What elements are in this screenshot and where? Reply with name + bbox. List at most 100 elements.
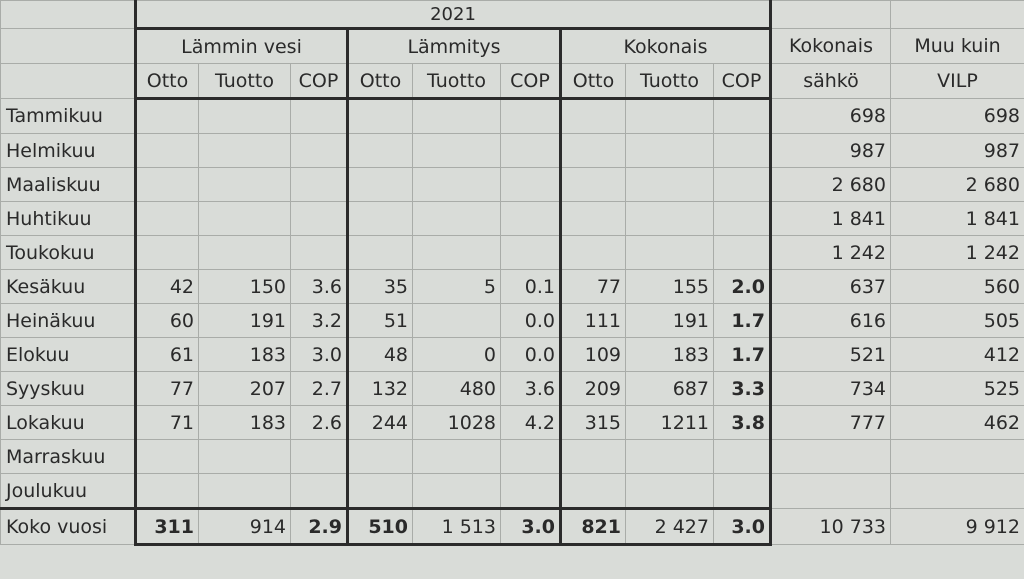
cell-lv-otto[interactable] — [134, 235, 199, 270]
cell-lv-otto[interactable] — [134, 133, 199, 168]
cell-lm-otto[interactable]: 244 — [346, 405, 413, 440]
cell-kokonais-sahko[interactable]: 777 — [770, 405, 891, 440]
cell-lv-otto[interactable] — [134, 98, 199, 134]
cell-kok-tuotto[interactable]: 155 — [625, 269, 714, 304]
cell-kok-otto[interactable] — [559, 167, 626, 202]
subheader-cop[interactable]: COP — [290, 63, 348, 100]
cell-lm-tuotto[interactable] — [412, 201, 501, 236]
cell-lv-otto[interactable] — [134, 201, 199, 236]
cell-lv-cop[interactable] — [290, 235, 348, 270]
cell-kokonais-sahko[interactable]: 734 — [770, 371, 891, 406]
cell-lm-otto[interactable]: 510 — [346, 507, 413, 546]
empty-cell[interactable] — [0, 28, 136, 64]
cell-lm-otto[interactable] — [346, 235, 413, 270]
month-label[interactable]: Marraskuu — [0, 439, 136, 474]
cell-lv-tuotto[interactable] — [198, 98, 291, 134]
cell-lm-tuotto[interactable]: 5 — [412, 269, 501, 304]
cell-kok-tuotto[interactable]: 1211 — [625, 405, 714, 440]
cell-kok-otto[interactable] — [559, 201, 626, 236]
cell-lv-tuotto[interactable] — [198, 133, 291, 168]
cell-lv-cop[interactable]: 2.6 — [290, 405, 348, 440]
cell-kokonais-sahko[interactable] — [770, 473, 891, 509]
cell-lv-tuotto[interactable] — [198, 201, 291, 236]
cell-lm-cop[interactable]: 4.2 — [500, 405, 561, 440]
cell-muu-kuin-vilp[interactable]: 462 — [890, 405, 1024, 440]
cell-lm-otto[interactable]: 51 — [346, 303, 413, 338]
month-label[interactable]: Heinäkuu — [0, 303, 136, 338]
month-label[interactable]: Syyskuu — [0, 371, 136, 406]
cell-lm-otto[interactable]: 132 — [346, 371, 413, 406]
cell-kok-tuotto[interactable] — [625, 201, 714, 236]
month-label[interactable]: Joulukuu — [0, 473, 136, 509]
cell-lv-cop[interactable] — [290, 133, 348, 168]
cell-kokonais-sahko[interactable]: 698 — [770, 98, 891, 134]
cell-kok-cop[interactable] — [713, 98, 772, 134]
cell-lm-otto[interactable]: 35 — [346, 269, 413, 304]
cell-lm-cop[interactable]: 3.0 — [500, 507, 561, 546]
cell-kok-cop[interactable] — [713, 439, 772, 474]
cell-lv-tuotto[interactable] — [198, 235, 291, 270]
cell-muu-kuin-vilp[interactable]: 9 912 — [890, 508, 1024, 545]
cell-lv-tuotto[interactable]: 914 — [198, 507, 291, 546]
cell-lm-cop[interactable]: 3.6 — [500, 371, 561, 406]
cell-kok-cop[interactable]: 3.0 — [713, 507, 772, 546]
cell-kok-tuotto[interactable]: 191 — [625, 303, 714, 338]
month-label[interactable]: Toukokuu — [0, 235, 136, 270]
subheader-otto[interactable]: Otto — [559, 63, 626, 100]
cell-lv-tuotto[interactable] — [198, 167, 291, 202]
cell-lm-cop[interactable] — [500, 167, 561, 202]
cell-kok-cop[interactable]: 3.3 — [713, 371, 772, 406]
cell-kok-tuotto[interactable] — [625, 98, 714, 134]
cell-kokonais-sahko[interactable]: 987 — [770, 133, 891, 168]
empty-cell[interactable] — [0, 63, 136, 99]
cell-kok-otto[interactable]: 111 — [559, 303, 626, 338]
cell-lm-otto[interactable] — [346, 133, 413, 168]
cell-muu-kuin-vilp[interactable]: 525 — [890, 371, 1024, 406]
cell-muu-kuin-vilp[interactable]: 2 680 — [890, 167, 1024, 202]
cell-lv-cop[interactable] — [290, 201, 348, 236]
month-label[interactable]: Tammikuu — [0, 98, 136, 134]
cell-lm-otto[interactable] — [346, 98, 413, 134]
cell-kok-cop[interactable]: 1.7 — [713, 303, 772, 338]
cell-lm-tuotto[interactable] — [412, 473, 501, 509]
cell-kok-otto[interactable]: 821 — [559, 507, 626, 546]
cell-lv-tuotto[interactable]: 150 — [198, 269, 291, 304]
cell-kok-cop[interactable] — [713, 201, 772, 236]
cell-kok-cop[interactable]: 3.8 — [713, 405, 772, 440]
cell-kokonais-sahko[interactable]: 616 — [770, 303, 891, 338]
cell-lm-cop[interactable] — [500, 133, 561, 168]
subheader-tuotto[interactable]: Tuotto — [412, 63, 501, 100]
cell-lm-otto[interactable] — [346, 473, 413, 509]
group-header-lammitys[interactable]: Lämmitys — [346, 27, 561, 64]
cell-lm-cop[interactable]: 0.0 — [500, 303, 561, 338]
group-header-kokonais[interactable]: Kokonais — [559, 27, 772, 64]
cell-lv-otto[interactable] — [134, 167, 199, 202]
cell-kok-tuotto[interactable]: 2 427 — [625, 507, 714, 546]
cell-muu-kuin-vilp[interactable]: 1 841 — [890, 201, 1024, 236]
cell-lm-tuotto[interactable]: 1 513 — [412, 507, 501, 546]
cell-lm-cop[interactable] — [500, 235, 561, 270]
cell-lm-otto[interactable] — [346, 201, 413, 236]
cell-lm-tuotto[interactable] — [412, 133, 501, 168]
cell-muu-kuin-vilp[interactable] — [890, 473, 1024, 509]
cell-kok-cop[interactable] — [713, 167, 772, 202]
header-muu-kuin-vilp-1[interactable]: Muu kuin — [890, 28, 1024, 64]
cell-kok-otto[interactable]: 109 — [559, 337, 626, 372]
cell-kok-tuotto[interactable]: 687 — [625, 371, 714, 406]
year-header[interactable]: 2021 — [134, 0, 772, 29]
cell-lv-cop[interactable] — [290, 98, 348, 134]
cell-muu-kuin-vilp[interactable]: 1 242 — [890, 235, 1024, 270]
cell-lm-tuotto[interactable] — [412, 439, 501, 474]
cell-kok-tuotto[interactable] — [625, 235, 714, 270]
cell-lm-otto[interactable]: 48 — [346, 337, 413, 372]
cell-lv-tuotto[interactable]: 207 — [198, 371, 291, 406]
month-label[interactable]: Koko vuosi — [0, 507, 136, 545]
cell-kokonais-sahko[interactable]: 2 680 — [770, 167, 891, 202]
cell-lm-cop[interactable]: 0.1 — [500, 269, 561, 304]
cell-kok-cop[interactable] — [713, 473, 772, 509]
cell-lm-cop[interactable] — [500, 98, 561, 134]
cell-lv-otto[interactable]: 311 — [134, 507, 199, 546]
subheader-tuotto[interactable]: Tuotto — [198, 63, 291, 100]
cell-lv-cop[interactable] — [290, 473, 348, 509]
cell-kok-otto[interactable] — [559, 98, 626, 134]
